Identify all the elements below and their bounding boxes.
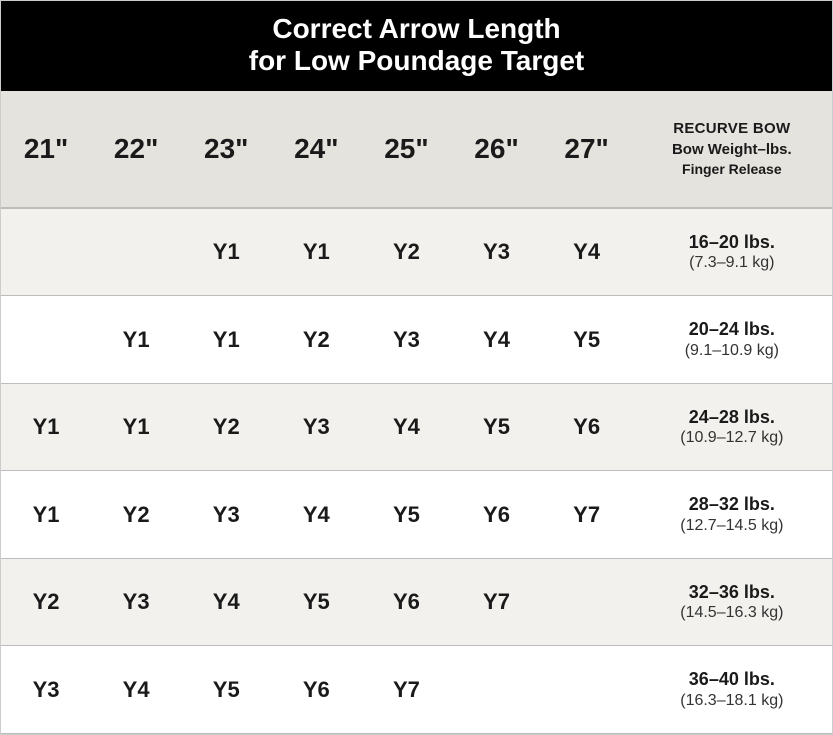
table-cell: Y1 bbox=[271, 208, 361, 296]
table-cell: Y1 bbox=[181, 296, 271, 384]
table-cell: Y1 bbox=[1, 471, 91, 559]
col-header-length: 22" bbox=[91, 91, 181, 207]
weight-lbs: 24–28 lbs. bbox=[636, 406, 828, 429]
desc-line-1: RECURVE BOW bbox=[636, 119, 828, 139]
weight-kg: (9.1–10.9 kg) bbox=[636, 341, 828, 361]
col-header-length: 21" bbox=[1, 91, 91, 207]
table-row: Y1Y1Y2Y3Y416–20 lbs.(7.3–9.1 kg) bbox=[1, 208, 832, 296]
table-cell: Y6 bbox=[542, 383, 632, 471]
desc-line-3: Finger Release bbox=[636, 160, 828, 179]
arrow-length-table-container: Correct Arrow Length for Low Poundage Ta… bbox=[0, 0, 833, 735]
table-cell bbox=[1, 296, 91, 384]
table-row: Y1Y2Y3Y4Y5Y6Y728–32 lbs.(12.7–14.5 kg) bbox=[1, 471, 832, 559]
table-cell: Y6 bbox=[361, 558, 451, 646]
col-header-length: 25" bbox=[361, 91, 451, 207]
col-header-length: 27" bbox=[542, 91, 632, 207]
table-cell bbox=[542, 558, 632, 646]
table-cell: Y2 bbox=[91, 471, 181, 559]
weight-range-cell: 28–32 lbs.(12.7–14.5 kg) bbox=[632, 471, 832, 559]
table-cell: Y4 bbox=[542, 208, 632, 296]
table-cell: Y3 bbox=[361, 296, 451, 384]
weight-lbs: 32–36 lbs. bbox=[636, 581, 828, 604]
desc-line-2: Bow Weight–lbs. bbox=[636, 140, 828, 160]
col-header-length: 23" bbox=[181, 91, 271, 207]
table-cell: Y4 bbox=[181, 558, 271, 646]
table-cell: Y1 bbox=[91, 383, 181, 471]
weight-lbs: 28–32 lbs. bbox=[636, 493, 828, 516]
col-header-length: 26" bbox=[451, 91, 541, 207]
weight-range-cell: 16–20 lbs.(7.3–9.1 kg) bbox=[632, 208, 832, 296]
column-header-row: 21" 22" 23" 24" 25" 26" 27" RECURVE BOW … bbox=[1, 91, 832, 207]
weight-range-cell: 24–28 lbs.(10.9–12.7 kg) bbox=[632, 383, 832, 471]
table-body: Y1Y1Y2Y3Y416–20 lbs.(7.3–9.1 kg)Y1Y1Y2Y3… bbox=[1, 208, 832, 734]
table-cell: Y3 bbox=[181, 471, 271, 559]
table-cell: Y2 bbox=[181, 383, 271, 471]
weight-kg: (14.5–16.3 kg) bbox=[636, 603, 828, 623]
table-cell: Y7 bbox=[451, 558, 541, 646]
table-cell: Y3 bbox=[451, 208, 541, 296]
weight-lbs: 16–20 lbs. bbox=[636, 231, 828, 254]
table-row: Y1Y1Y2Y3Y4Y5Y624–28 lbs.(10.9–12.7 kg) bbox=[1, 383, 832, 471]
table-cell: Y7 bbox=[542, 471, 632, 559]
table-cell: Y1 bbox=[91, 296, 181, 384]
table-cell: Y3 bbox=[91, 558, 181, 646]
title-line-2: for Low Poundage Target bbox=[249, 45, 584, 76]
table-cell bbox=[91, 208, 181, 296]
table-cell: Y4 bbox=[451, 296, 541, 384]
weight-kg: (10.9–12.7 kg) bbox=[636, 428, 828, 448]
table-cell: Y5 bbox=[451, 383, 541, 471]
table-cell: Y2 bbox=[271, 296, 361, 384]
table-cell: Y3 bbox=[271, 383, 361, 471]
col-header-description: RECURVE BOW Bow Weight–lbs. Finger Relea… bbox=[632, 91, 832, 207]
table-cell: Y4 bbox=[361, 383, 451, 471]
weight-lbs: 36–40 lbs. bbox=[636, 668, 828, 691]
weight-kg: (16.3–18.1 kg) bbox=[636, 691, 828, 711]
table-cell: Y1 bbox=[1, 383, 91, 471]
table-title: Correct Arrow Length for Low Poundage Ta… bbox=[1, 1, 832, 91]
table-cell: Y5 bbox=[361, 471, 451, 559]
table-cell: Y5 bbox=[542, 296, 632, 384]
table-row: Y2Y3Y4Y5Y6Y7 32–36 lbs.(14.5–16.3 kg) bbox=[1, 558, 832, 646]
table-cell: Y2 bbox=[361, 208, 451, 296]
weight-kg: (7.3–9.1 kg) bbox=[636, 253, 828, 273]
title-line-1: Correct Arrow Length bbox=[272, 13, 560, 44]
table-row: Y1Y1Y2Y3Y4Y520–24 lbs.(9.1–10.9 kg) bbox=[1, 296, 832, 384]
weight-lbs: 20–24 lbs. bbox=[636, 318, 828, 341]
weight-range-cell: 20–24 lbs.(9.1–10.9 kg) bbox=[632, 296, 832, 384]
table-cell: Y5 bbox=[271, 558, 361, 646]
weight-range-cell: 32–36 lbs.(14.5–16.3 kg) bbox=[632, 558, 832, 646]
table-cell: Y6 bbox=[451, 471, 541, 559]
table-cell: Y1 bbox=[181, 208, 271, 296]
weight-kg: (12.7–14.5 kg) bbox=[636, 516, 828, 536]
table-cell: Y2 bbox=[1, 558, 91, 646]
col-header-length: 24" bbox=[271, 91, 361, 207]
table-cell: Y4 bbox=[271, 471, 361, 559]
arrow-length-table: 21" 22" 23" 24" 25" 26" 27" RECURVE BOW … bbox=[1, 91, 832, 733]
table-cell bbox=[1, 208, 91, 296]
